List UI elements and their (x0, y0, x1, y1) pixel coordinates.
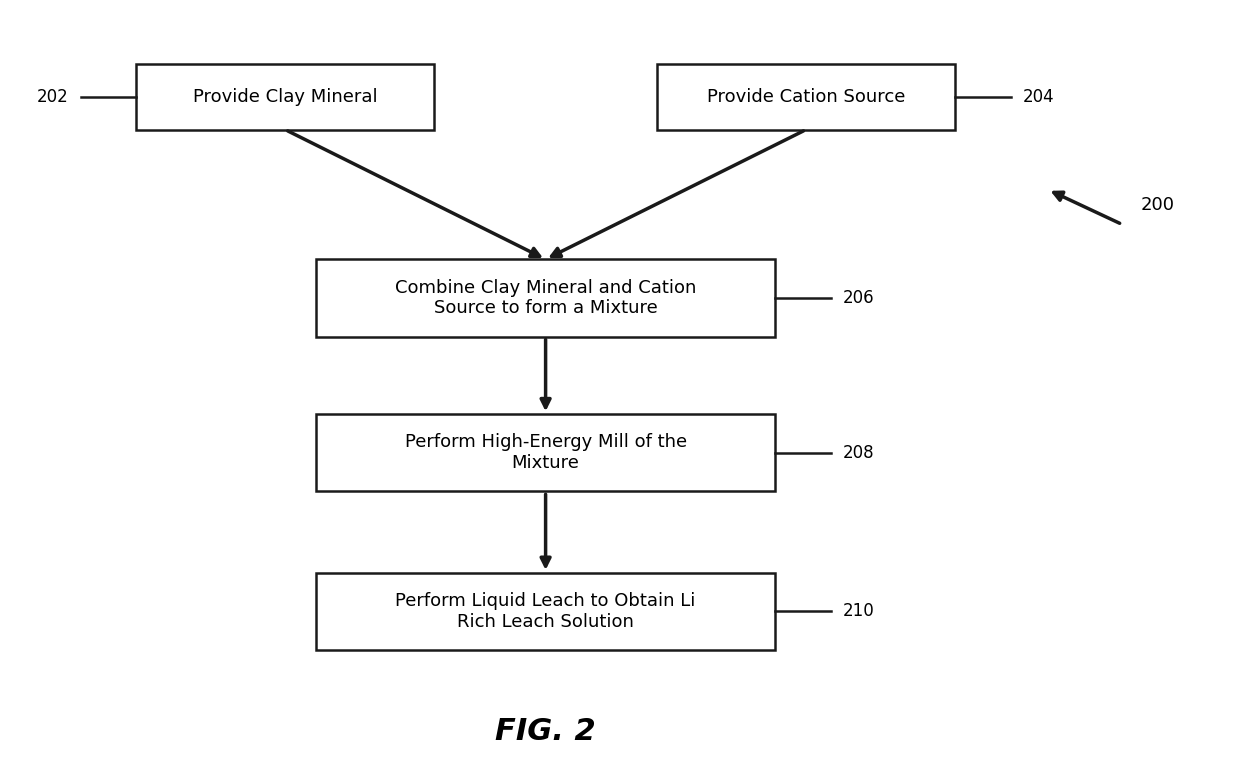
Text: 200: 200 (1141, 196, 1174, 214)
Text: 210: 210 (843, 602, 875, 621)
Text: Provide Cation Source: Provide Cation Source (707, 87, 905, 106)
Text: 204: 204 (1023, 87, 1055, 106)
Text: Combine Clay Mineral and Cation
Source to form a Mixture: Combine Clay Mineral and Cation Source t… (394, 279, 697, 317)
Text: FIG. 2: FIG. 2 (495, 717, 596, 746)
FancyBboxPatch shape (316, 259, 775, 337)
Text: 202: 202 (36, 87, 68, 106)
Text: 208: 208 (843, 444, 875, 462)
FancyBboxPatch shape (316, 414, 775, 491)
Text: Provide Clay Mineral: Provide Clay Mineral (193, 87, 377, 106)
FancyBboxPatch shape (136, 64, 434, 129)
FancyBboxPatch shape (657, 64, 955, 129)
FancyBboxPatch shape (316, 573, 775, 650)
Text: Perform Liquid Leach to Obtain Li
Rich Leach Solution: Perform Liquid Leach to Obtain Li Rich L… (396, 592, 696, 631)
Text: 206: 206 (843, 289, 875, 307)
Text: Perform High-Energy Mill of the
Mixture: Perform High-Energy Mill of the Mixture (404, 433, 687, 472)
